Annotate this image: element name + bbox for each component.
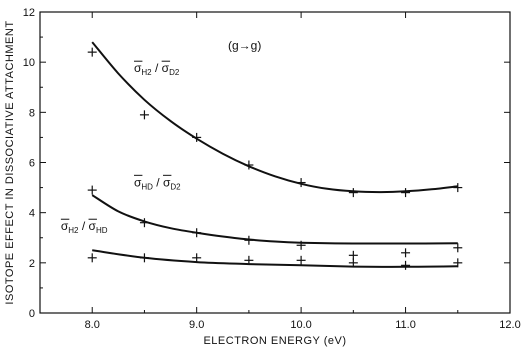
y-axis-ticks: 0 2 4 6 8 10 12 [23,7,510,320]
data-point-s1 [244,160,254,170]
series-label-1: σH2 / σD2 [134,60,180,77]
series-label-2: σHD / σD2 [134,174,181,191]
data-point-s2 [244,235,254,245]
x-tick-label: 9.0 [189,319,204,331]
data-point-s1 [139,110,149,120]
y-tick-label: 2 [29,258,35,270]
data-point-s3 [348,258,358,268]
data-point-s1 [348,188,358,198]
data-point-s1 [401,188,411,198]
data-point-s2 [192,228,202,238]
y-tick-label: 12 [23,7,35,19]
x-tick-label: 12.0 [499,319,520,331]
data-point-s1 [87,47,97,57]
x-axis-title: ELECTRON ENERGY (eV) [203,335,346,347]
data-point-s2 [348,250,358,260]
data-point-s3 [244,255,254,265]
label-main: / [79,219,89,233]
data-point-s3 [401,260,411,270]
y-tick-label: 4 [29,208,35,220]
label-main: / [152,61,162,75]
y-tick-label: 8 [29,107,35,119]
data-point-s2 [401,248,411,258]
series-label-3: σH2 / σHD [60,218,108,235]
x-tick-label: 10.0 [290,319,311,331]
label-subscript: H2 [141,68,152,77]
label-main: σ [89,219,97,233]
data-point-s2 [296,240,306,250]
y-tick-label: 10 [23,57,35,69]
series-curve-2 [91,194,458,245]
label-main: σ [163,175,171,189]
plot-border [39,11,511,314]
x-tick-label: 8.0 [85,319,100,331]
data-point-s1 [192,132,202,142]
data-point-s2 [139,218,149,228]
data-point-s1 [296,178,306,188]
x-tick-label: 11.0 [395,319,416,331]
data-point-s3 [296,255,306,265]
label-main: σ [134,175,142,189]
y-axis-title: ISOTOPE EFFECT IN DISSOCIATIVE ATTACHMEN… [4,20,16,304]
plot-frame [39,11,511,314]
data-point-s2 [453,243,463,253]
series-markers [87,47,463,270]
series-label-text: σHD / σD2 [134,175,181,191]
label-main: σ [134,61,142,75]
data-point-s3 [453,258,463,268]
label-subscript: D2 [169,68,180,77]
label-main: σ [162,61,170,75]
data-point-s3 [87,253,97,263]
label-subscript: D2 [170,182,181,191]
annotation-g-to-g: (g→g) [228,39,261,53]
label-subscript: H2 [68,226,79,235]
label-main: σ [61,219,69,233]
data-point-s1 [453,183,463,193]
data-point-s3 [139,253,149,263]
x-axis-ticks: 8.0 9.0 10.0 11.0 12.0 [85,12,521,331]
y-tick-label: 6 [29,158,35,170]
label-subscript: HD [96,226,108,235]
series-label-text: σH2 / σD2 [134,61,180,77]
y-tick-label: 0 [29,308,35,320]
series-label-text: σH2 / σHD [61,219,108,235]
data-point-s3 [192,253,202,263]
label-subscript: HD [141,182,153,191]
series-curve-1 [91,41,458,194]
data-point-s2 [87,185,97,195]
label-main: / [153,175,163,189]
